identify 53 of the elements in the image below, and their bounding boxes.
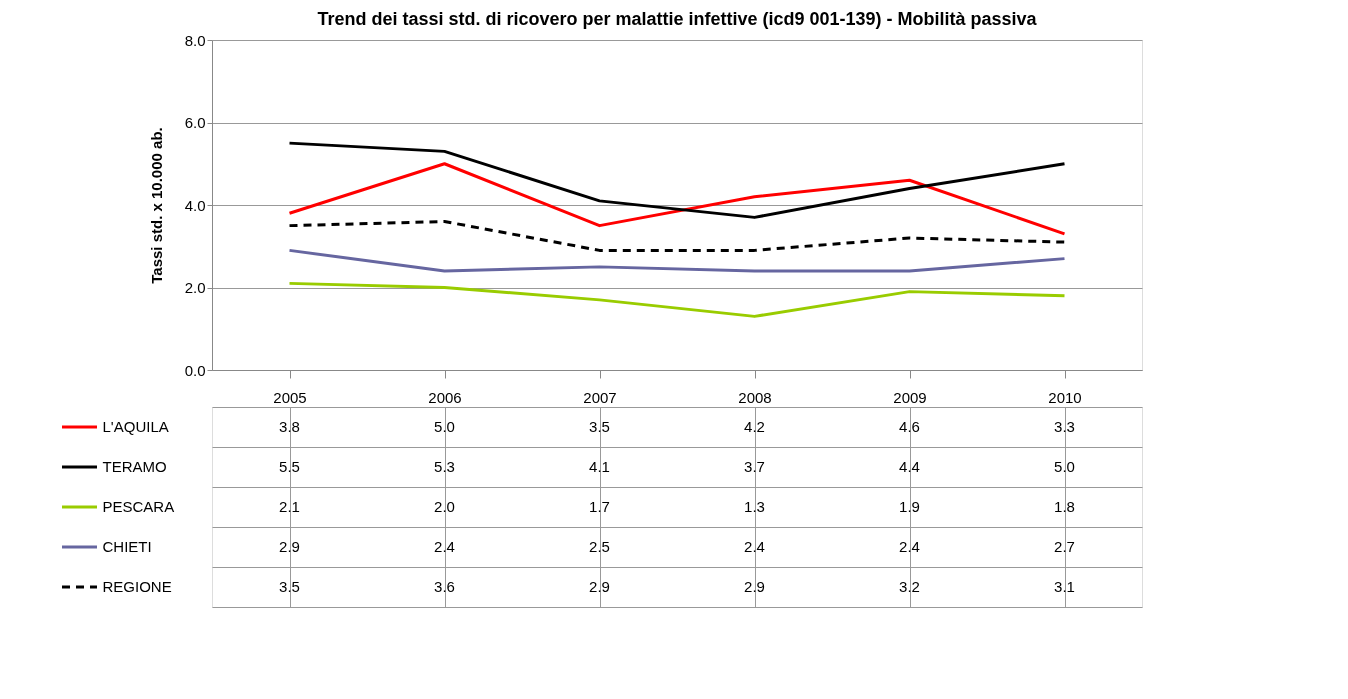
data-label: 3.8 bbox=[279, 418, 300, 435]
data-label: 3.5 bbox=[279, 578, 300, 595]
data-label: 3.2 bbox=[899, 578, 920, 595]
data-label: 5.3 bbox=[434, 458, 455, 475]
data-label: 3.6 bbox=[434, 578, 455, 595]
y-tick-label: 6.0 bbox=[184, 114, 206, 131]
legend-label: REGIONE bbox=[102, 578, 172, 595]
data-label: 1.3 bbox=[744, 498, 765, 515]
y-tick-label: 4.0 bbox=[184, 196, 206, 214]
y-axis-title: Tassi std. x 10.000 ab. bbox=[147, 127, 165, 284]
data-label: 2.4 bbox=[434, 538, 455, 555]
data-label: 4.4 bbox=[899, 458, 920, 475]
line-series bbox=[288, 220, 1066, 252]
data-label: 2.4 bbox=[744, 538, 765, 555]
data-label: 2.0 bbox=[434, 498, 455, 515]
data-label: 4.1 bbox=[589, 458, 610, 475]
data-label: 5.5 bbox=[279, 458, 300, 475]
data-label: 2.1 bbox=[279, 498, 300, 515]
data-label: 2.9 bbox=[279, 538, 300, 555]
data-label: 1.7 bbox=[589, 498, 610, 515]
data-label: 4.2 bbox=[744, 418, 765, 435]
data-label: 2.5 bbox=[589, 538, 610, 555]
legend-label: TERAMO bbox=[102, 458, 167, 475]
x-tick-label: 2006 bbox=[428, 388, 462, 406]
chart-title: Trend dei tassi std. di ricovero per malattie infettive (icd9 001-139) - Mobilità passiva bbox=[317, 9, 1038, 29]
data-label: 2.4 bbox=[899, 538, 920, 555]
data-label: 3.5 bbox=[589, 418, 610, 435]
y-tick-label: 2.0 bbox=[184, 279, 206, 296]
data-label: 1.8 bbox=[1054, 498, 1075, 515]
data-label: 5.0 bbox=[1054, 458, 1075, 475]
y-tick-label: 0.0 bbox=[184, 361, 206, 379]
data-label: 3.1 bbox=[1054, 578, 1075, 595]
line-series bbox=[288, 281, 1066, 318]
x-tick-label: 2009 bbox=[893, 388, 927, 406]
data-label: 2.9 bbox=[744, 578, 765, 595]
data-label: 4.6 bbox=[899, 418, 920, 435]
legend-label: CHIETI bbox=[102, 538, 152, 555]
legend-label: L'AQUILA bbox=[102, 418, 169, 435]
x-tick-label: 2007 bbox=[583, 388, 617, 406]
data-label: 2.9 bbox=[589, 578, 610, 595]
data-label: 3.7 bbox=[744, 458, 765, 475]
data-label: 5.0 bbox=[434, 418, 455, 435]
data-label: 1.9 bbox=[899, 498, 920, 515]
line-series bbox=[288, 162, 1066, 236]
x-tick-label: 2010 bbox=[1048, 388, 1082, 406]
line-series bbox=[288, 141, 1066, 219]
x-tick-label: 2005 bbox=[273, 388, 307, 406]
legend-label: PESCARA bbox=[102, 498, 175, 515]
line-series bbox=[288, 248, 1066, 273]
data-label: 2.7 bbox=[1054, 538, 1075, 555]
data-label: 3.3 bbox=[1054, 418, 1075, 435]
y-tick-label: 8.0 bbox=[184, 31, 206, 49]
x-tick-label: 2008 bbox=[738, 388, 772, 406]
